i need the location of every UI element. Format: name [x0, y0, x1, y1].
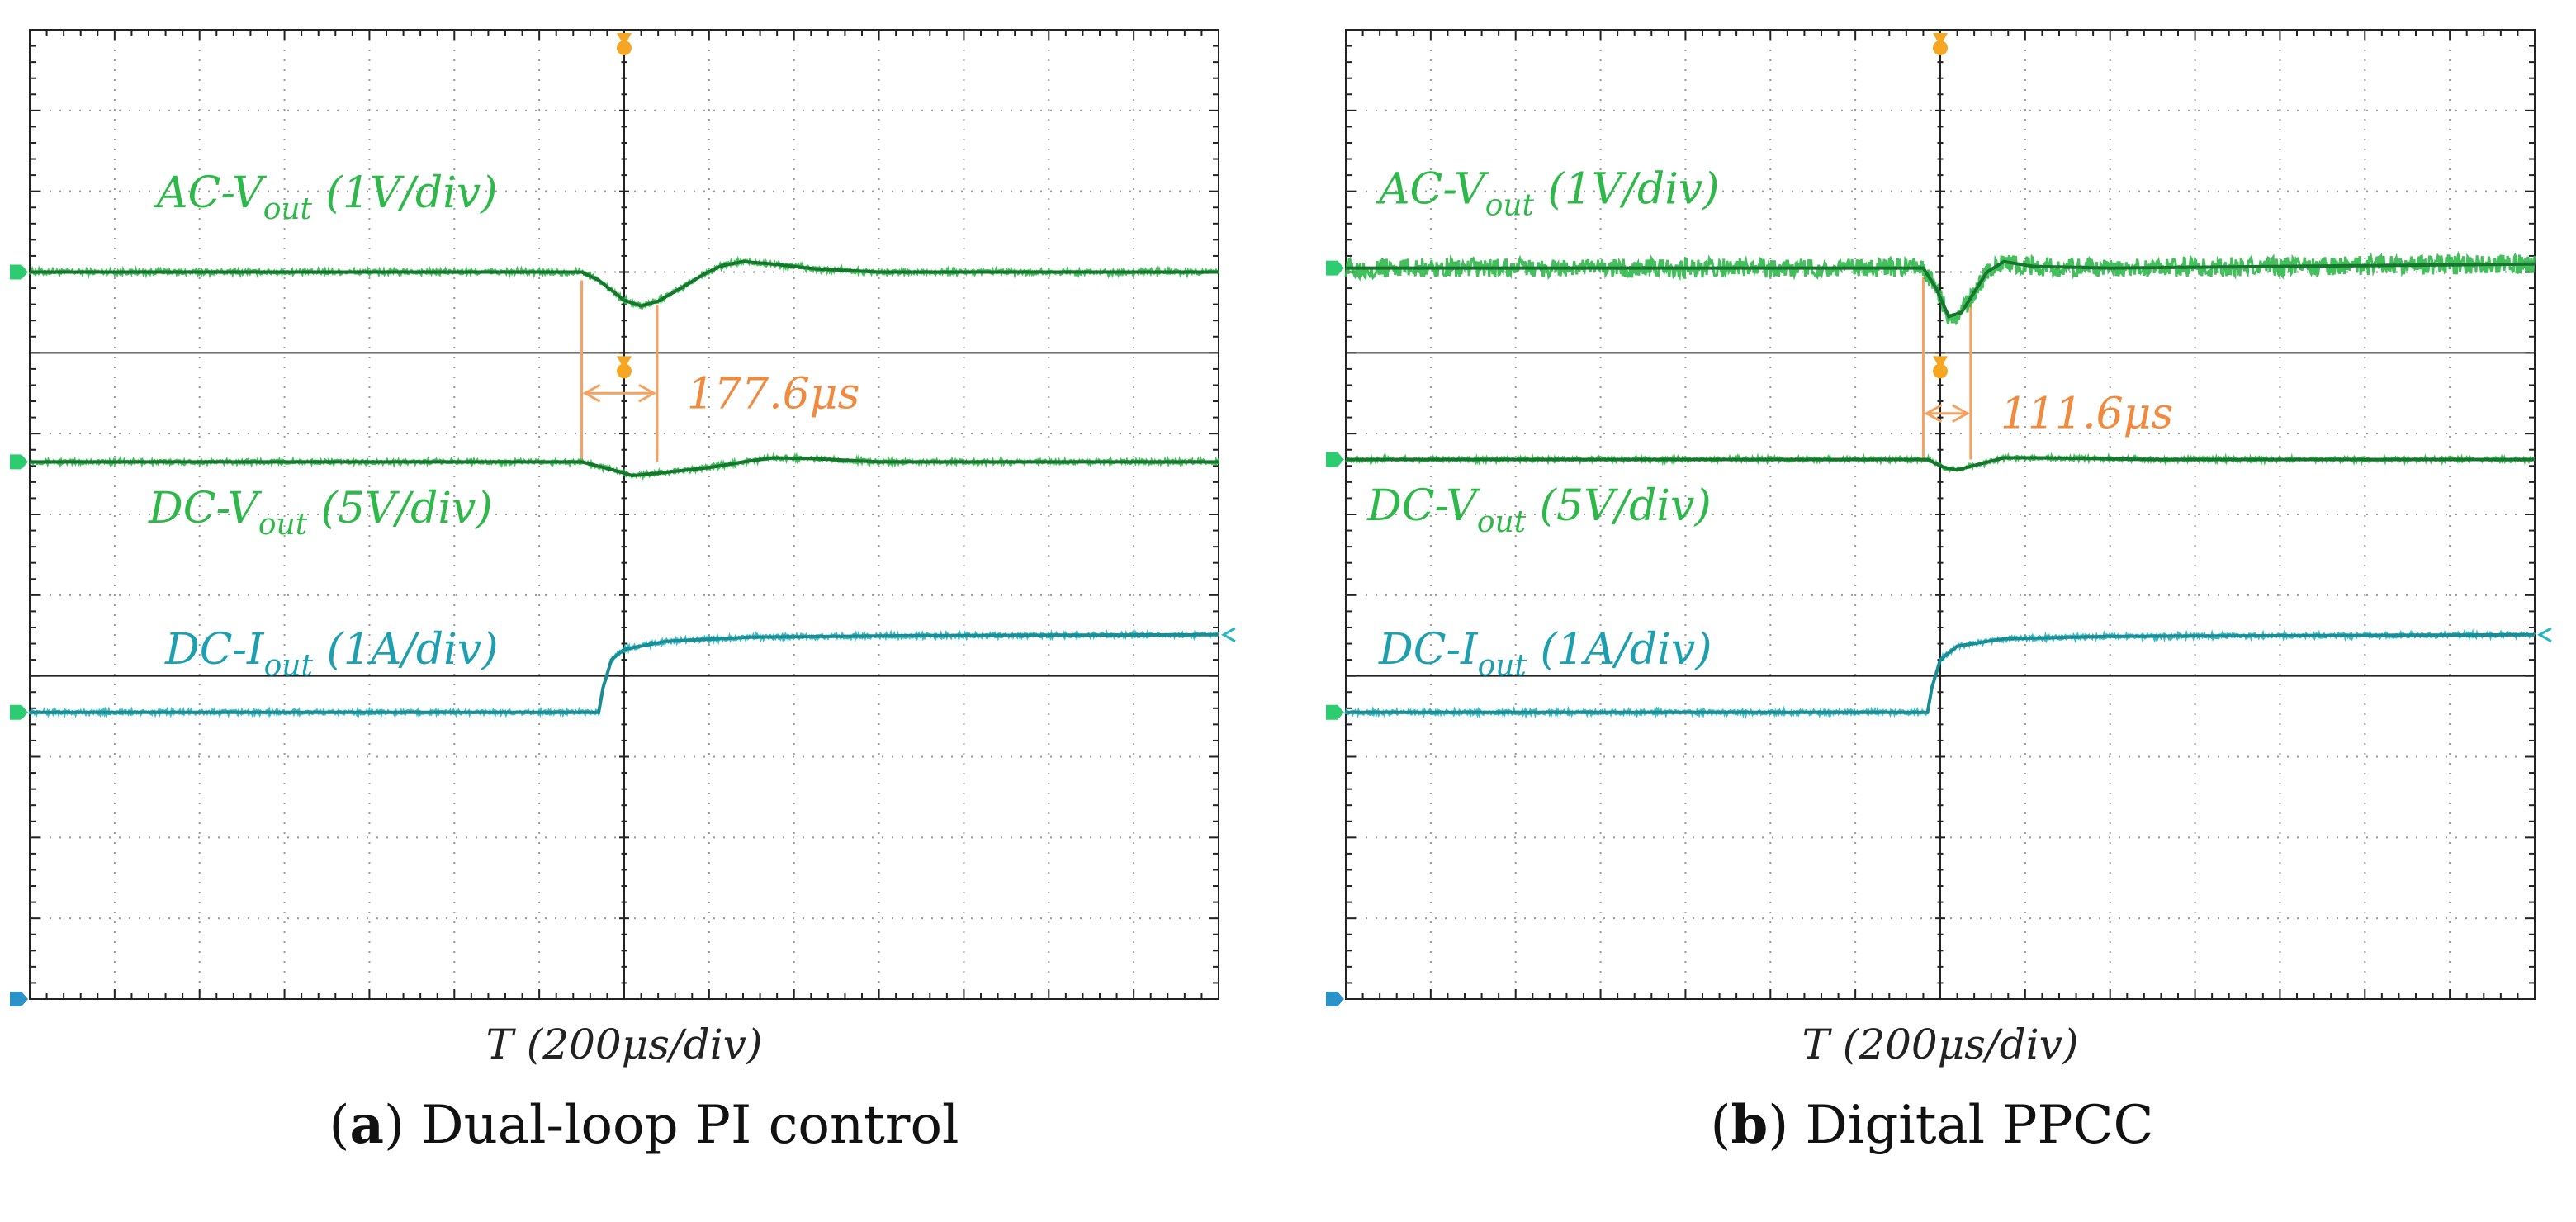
trace-label-sub: out	[1477, 505, 1527, 539]
trace-label-rest: (1A/div)	[313, 625, 499, 675]
channel-marker-ref	[1326, 992, 1344, 1006]
trigger-marker	[617, 33, 632, 379]
trace-label-main: AC-V	[154, 168, 267, 218]
measurement-label: 111.6μs	[2001, 390, 2173, 439]
trace-label-main: DC-I	[164, 625, 265, 675]
trace-dci	[30, 632, 1219, 714]
trace-label-rest: (1A/div)	[1527, 625, 1712, 675]
trace-label-dcv: DC-Vout (5V/div)	[148, 484, 493, 542]
trace-label-ac: AC-Vout (1V/div)	[154, 168, 498, 226]
caption-a: (a) Dual-loop PI control	[329, 1094, 959, 1156]
caption-b-text: Digital PPCC	[1805, 1095, 2154, 1156]
measurement-label: 177.6μs	[687, 369, 859, 419]
trace-label-dci: DC-Iout (1A/div)	[164, 625, 498, 683]
caption-a-panel-label: a	[349, 1094, 384, 1156]
trace-label-rest: (5V/div)	[1526, 481, 1712, 531]
trace-label-sub: out	[258, 508, 308, 542]
right-edge-marker	[2536, 627, 2552, 643]
channel-marker-ac	[10, 264, 28, 280]
trace-label-main: DC-I	[1378, 625, 1479, 675]
caption-b-panel-label: b	[1731, 1094, 1769, 1156]
trace-ac	[30, 259, 1219, 308]
trace-label-sub: out	[263, 192, 313, 226]
trace-label-main: AC-V	[1376, 164, 1489, 214]
trace-dcv	[30, 456, 1219, 478]
measurement-cursors	[1921, 276, 1972, 460]
channel-marker-dci	[1326, 704, 1344, 720]
trace-label-rest: (1V/div)	[1534, 164, 1720, 214]
trace-label-sub: out	[1485, 188, 1535, 222]
scope-ticks	[1345, 29, 2536, 1000]
right-edge-marker	[1220, 627, 1236, 643]
trace-dci	[1346, 632, 2535, 714]
panel-b: 111.6μs AC-Vout (1V/div) DC-Vout (5V/div) D…	[1288, 0, 2576, 1222]
trigger-marker	[1933, 33, 1948, 379]
x-axis-label: T (200μs/div)	[1802, 1021, 2079, 1068]
trace-ac	[1346, 259, 2535, 319]
trace-label-rest: (1V/div)	[312, 168, 498, 218]
channel-marker-dci	[10, 704, 28, 720]
caption-b: (b) Digital PPCC	[1710, 1094, 2154, 1156]
caption-a-text: Dual-loop PI control	[421, 1095, 959, 1156]
scope-ticks	[29, 29, 1219, 1000]
trace-label-sub: out	[264, 649, 314, 683]
trace-label-main: DC-V	[1366, 481, 1480, 531]
trace-label-main: DC-V	[148, 484, 262, 533]
panel-a: 177.6μs AC-Vout (1V/div) DC-Vout (5V/div) D…	[10, 29, 1236, 1156]
trace-label-sub: out	[1478, 649, 1527, 683]
trace-label-rest: (5V/div)	[307, 484, 493, 533]
trace-dcv	[1346, 456, 2535, 472]
channel-marker-dcv	[10, 454, 28, 470]
x-axis-label: T (200μs/div)	[486, 1021, 763, 1068]
trace-label-ac: AC-Vout (1V/div)	[1376, 164, 1720, 222]
channel-marker-dcv	[1326, 452, 1344, 467]
channel-marker-ac	[1326, 260, 1344, 276]
measurement-cursors	[580, 280, 659, 462]
trace-label-dci: DC-Iout (1A/div)	[1378, 625, 1712, 683]
channel-marker-ref	[10, 992, 28, 1006]
trace-label-dcv: DC-Vout (5V/div)	[1366, 481, 1712, 539]
